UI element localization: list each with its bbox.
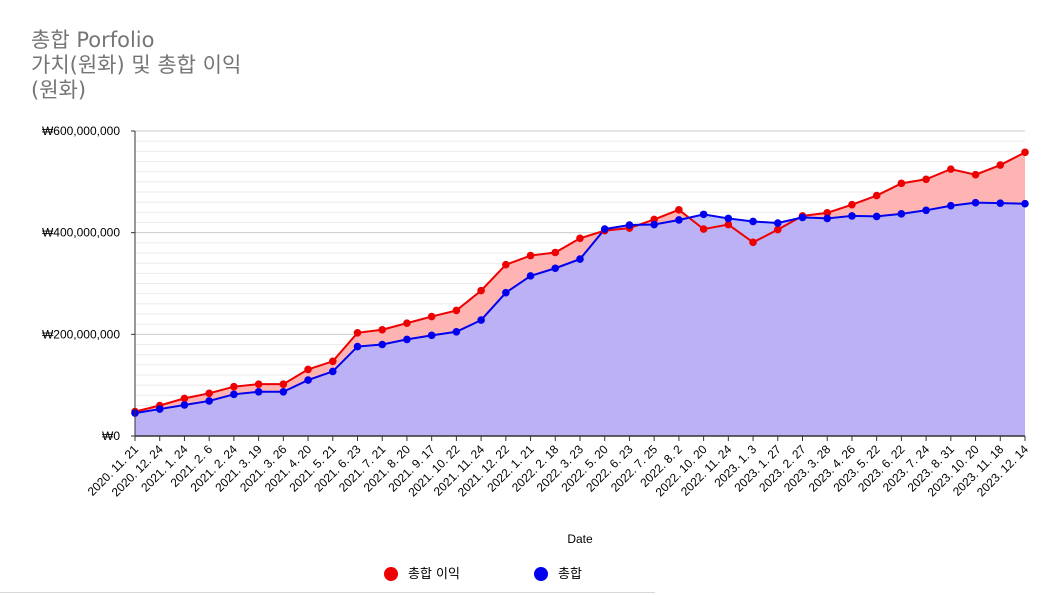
point-series-1 xyxy=(427,331,436,340)
point-series-0 xyxy=(848,200,856,209)
legend-label-0: 총합 이익 xyxy=(408,567,460,582)
point-series-1 xyxy=(304,376,312,384)
point-series-1 xyxy=(971,198,980,207)
point-series-0 xyxy=(526,251,535,260)
point-series-1 xyxy=(477,316,485,324)
point-series-1 xyxy=(180,401,189,409)
point-series-0 xyxy=(675,205,683,214)
point-series-1 xyxy=(922,206,930,215)
point-series-0 xyxy=(773,225,782,234)
x-axis-title: Date xyxy=(567,532,593,546)
point-series-0 xyxy=(304,365,312,374)
point-series-1 xyxy=(254,387,263,396)
point-series-1 xyxy=(600,225,609,233)
point-series-0 xyxy=(452,306,461,315)
point-series-1 xyxy=(378,340,387,349)
point-series-1 xyxy=(625,221,634,229)
series-areas xyxy=(135,152,1025,436)
point-series-1 xyxy=(526,272,535,280)
point-series-1 xyxy=(848,212,856,220)
point-series-1 xyxy=(675,216,683,224)
point-series-1 xyxy=(155,405,164,413)
point-series-1 xyxy=(749,217,757,226)
point-series-0 xyxy=(996,161,1005,169)
series-points xyxy=(131,148,1029,417)
area-series-1 xyxy=(135,202,1025,436)
point-series-1 xyxy=(897,210,906,218)
point-series-0 xyxy=(254,380,263,388)
point-series-0 xyxy=(897,179,906,188)
legend-label-1: 총합 xyxy=(558,567,582,582)
y-tick-label: ₩0 xyxy=(102,429,120,443)
point-series-1 xyxy=(205,397,213,405)
point-series-0 xyxy=(353,329,362,337)
point-series-0 xyxy=(823,209,832,217)
point-series-1 xyxy=(230,390,238,399)
point-series-0 xyxy=(724,220,733,229)
point-series-0 xyxy=(427,312,436,321)
point-series-0 xyxy=(279,380,288,388)
point-series-1 xyxy=(823,214,832,223)
y-tick-label: ₩200,000,000 xyxy=(42,327,120,341)
point-series-1 xyxy=(947,201,955,210)
point-series-0 xyxy=(230,382,238,391)
y-tick-label: ₩600,000,000 xyxy=(42,124,120,138)
point-series-1 xyxy=(650,220,658,229)
y-tick-labels: ₩0 ₩200,000,000 ₩400,000,000 ₩600,000,000 xyxy=(42,124,135,443)
point-series-1 xyxy=(502,288,510,297)
point-series-0 xyxy=(502,260,510,269)
point-series-1 xyxy=(551,264,560,273)
point-series-0 xyxy=(971,170,980,179)
point-series-1 xyxy=(872,212,881,221)
point-series-1 xyxy=(328,367,337,376)
point-series-0 xyxy=(576,234,584,243)
point-series-1 xyxy=(699,210,708,219)
point-series-1 xyxy=(1021,199,1029,208)
point-series-1 xyxy=(798,213,807,222)
point-series-0 xyxy=(922,175,930,184)
point-series-0 xyxy=(749,238,757,247)
point-series-1 xyxy=(773,219,782,227)
legend-marker-1 xyxy=(534,567,548,581)
point-series-1 xyxy=(403,335,411,344)
bottom-divider xyxy=(0,592,655,593)
point-series-0 xyxy=(872,191,881,200)
point-series-0 xyxy=(551,248,560,257)
point-series-0 xyxy=(477,286,485,295)
point-series-0 xyxy=(1021,148,1029,157)
point-series-0 xyxy=(403,319,411,327)
chart-title: 총합 Porfolio 가치(원화) 및 총합 이익 (원화) xyxy=(31,28,242,102)
point-series-0 xyxy=(205,389,213,398)
legend-marker-0 xyxy=(384,567,398,581)
point-series-1 xyxy=(279,387,288,396)
point-series-0 xyxy=(947,165,955,173)
point-series-0 xyxy=(328,357,337,366)
y-tick-label: ₩400,000,000 xyxy=(42,226,120,240)
point-series-1 xyxy=(724,214,733,223)
point-series-0 xyxy=(699,225,708,233)
point-series-0 xyxy=(180,394,189,403)
point-series-1 xyxy=(353,342,362,351)
point-series-1 xyxy=(576,255,584,263)
point-series-1 xyxy=(452,327,461,336)
legend: 총합 이익 총합 xyxy=(384,567,582,582)
point-series-1 xyxy=(996,199,1005,207)
point-series-0 xyxy=(378,325,387,334)
